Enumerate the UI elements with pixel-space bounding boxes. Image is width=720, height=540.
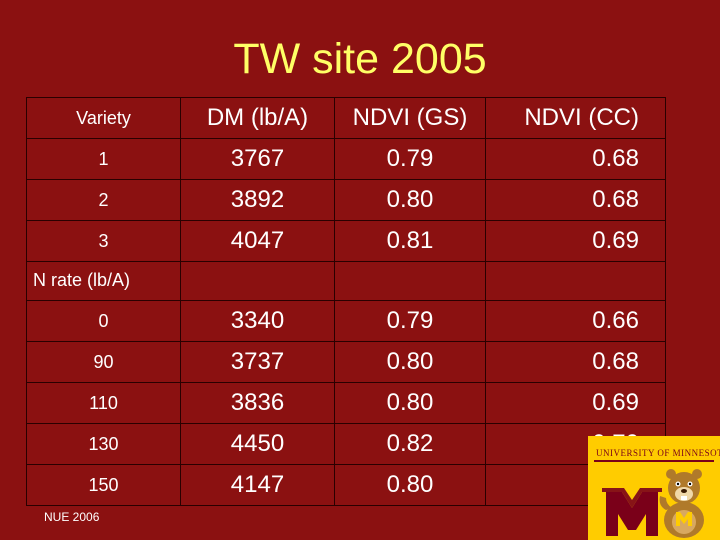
table-cell: [180, 261, 335, 301]
table-cell: 0.68: [485, 138, 666, 180]
table-cell: 0.80: [334, 179, 486, 221]
university-logo: UNIVERSITY OF MINNESOTA: [588, 436, 720, 540]
table-row: 1 3767 0.79 0.68: [26, 138, 666, 180]
table-cell: [485, 261, 666, 301]
table-cell: 0.80: [334, 464, 486, 506]
header-variety: Variety: [26, 97, 181, 139]
goldy-mascot-icon: [602, 469, 704, 538]
table-cell: 2: [26, 179, 181, 221]
section-row: N rate (lb/A): [26, 261, 666, 301]
table-row: 110 3836 0.80 0.69: [26, 382, 666, 424]
table-cell: 0.81: [334, 220, 486, 262]
table-cell: 4450: [180, 423, 335, 465]
data-table: Variety DM (lb/A) NDVI (GS) NDVI (CC) 1 …: [26, 97, 666, 506]
table-cell: 4147: [180, 464, 335, 506]
header-ndvi-cc: NDVI (CC): [485, 97, 666, 139]
table-cell: 150: [26, 464, 181, 506]
table-cell: 0.68: [485, 341, 666, 383]
table-row: 90 3737 0.80 0.68: [26, 341, 666, 383]
table-cell: 0.80: [334, 341, 486, 383]
table-cell: 0.79: [334, 300, 486, 342]
section-label-cell: N rate (lb/A): [26, 261, 181, 301]
table-cell: 0.69: [485, 220, 666, 262]
table-cell: 3892: [180, 179, 335, 221]
header-ndvi-gs: NDVI (GS): [334, 97, 486, 139]
section-label: N rate (lb/A): [33, 270, 131, 290]
table-cell: 0.82: [334, 423, 486, 465]
table-row: 130 4450 0.82 0.70: [26, 423, 666, 465]
table-cell: 3836: [180, 382, 335, 424]
table-row: 3 4047 0.81 0.69: [26, 220, 666, 262]
table-cell: [334, 261, 486, 301]
table-cell: 0.69: [485, 382, 666, 424]
table-row: 2 3892 0.80 0.68: [26, 179, 666, 221]
table-cell: 0.68: [485, 179, 666, 221]
table-row: 0 3340 0.79 0.66: [26, 300, 666, 342]
table-cell: 3340: [180, 300, 335, 342]
table-cell: 4047: [180, 220, 335, 262]
table-cell: 0.66: [485, 300, 666, 342]
table-header-row: Variety DM (lb/A) NDVI (GS) NDVI (CC): [26, 97, 666, 139]
table-cell: 3737: [180, 341, 335, 383]
page-title: TW site 2005: [233, 35, 487, 83]
logo-text: UNIVERSITY OF MINNESOTA: [596, 448, 720, 458]
table-cell: 130: [26, 423, 181, 465]
table-cell: 1: [26, 138, 181, 180]
header-dm: DM (lb/A): [180, 97, 335, 139]
table-cell: 3767: [180, 138, 335, 180]
table-cell: 0.79: [334, 138, 486, 180]
logo-divider: [594, 460, 714, 462]
table-cell: 0.80: [334, 382, 486, 424]
table-cell: 0: [26, 300, 181, 342]
footer-text: NUE 2006: [44, 510, 100, 524]
table-row: 150 4147 0.80 0.68: [26, 464, 666, 506]
table-cell: 3: [26, 220, 181, 262]
table-cell: 90: [26, 341, 181, 383]
table-cell: 110: [26, 382, 181, 424]
